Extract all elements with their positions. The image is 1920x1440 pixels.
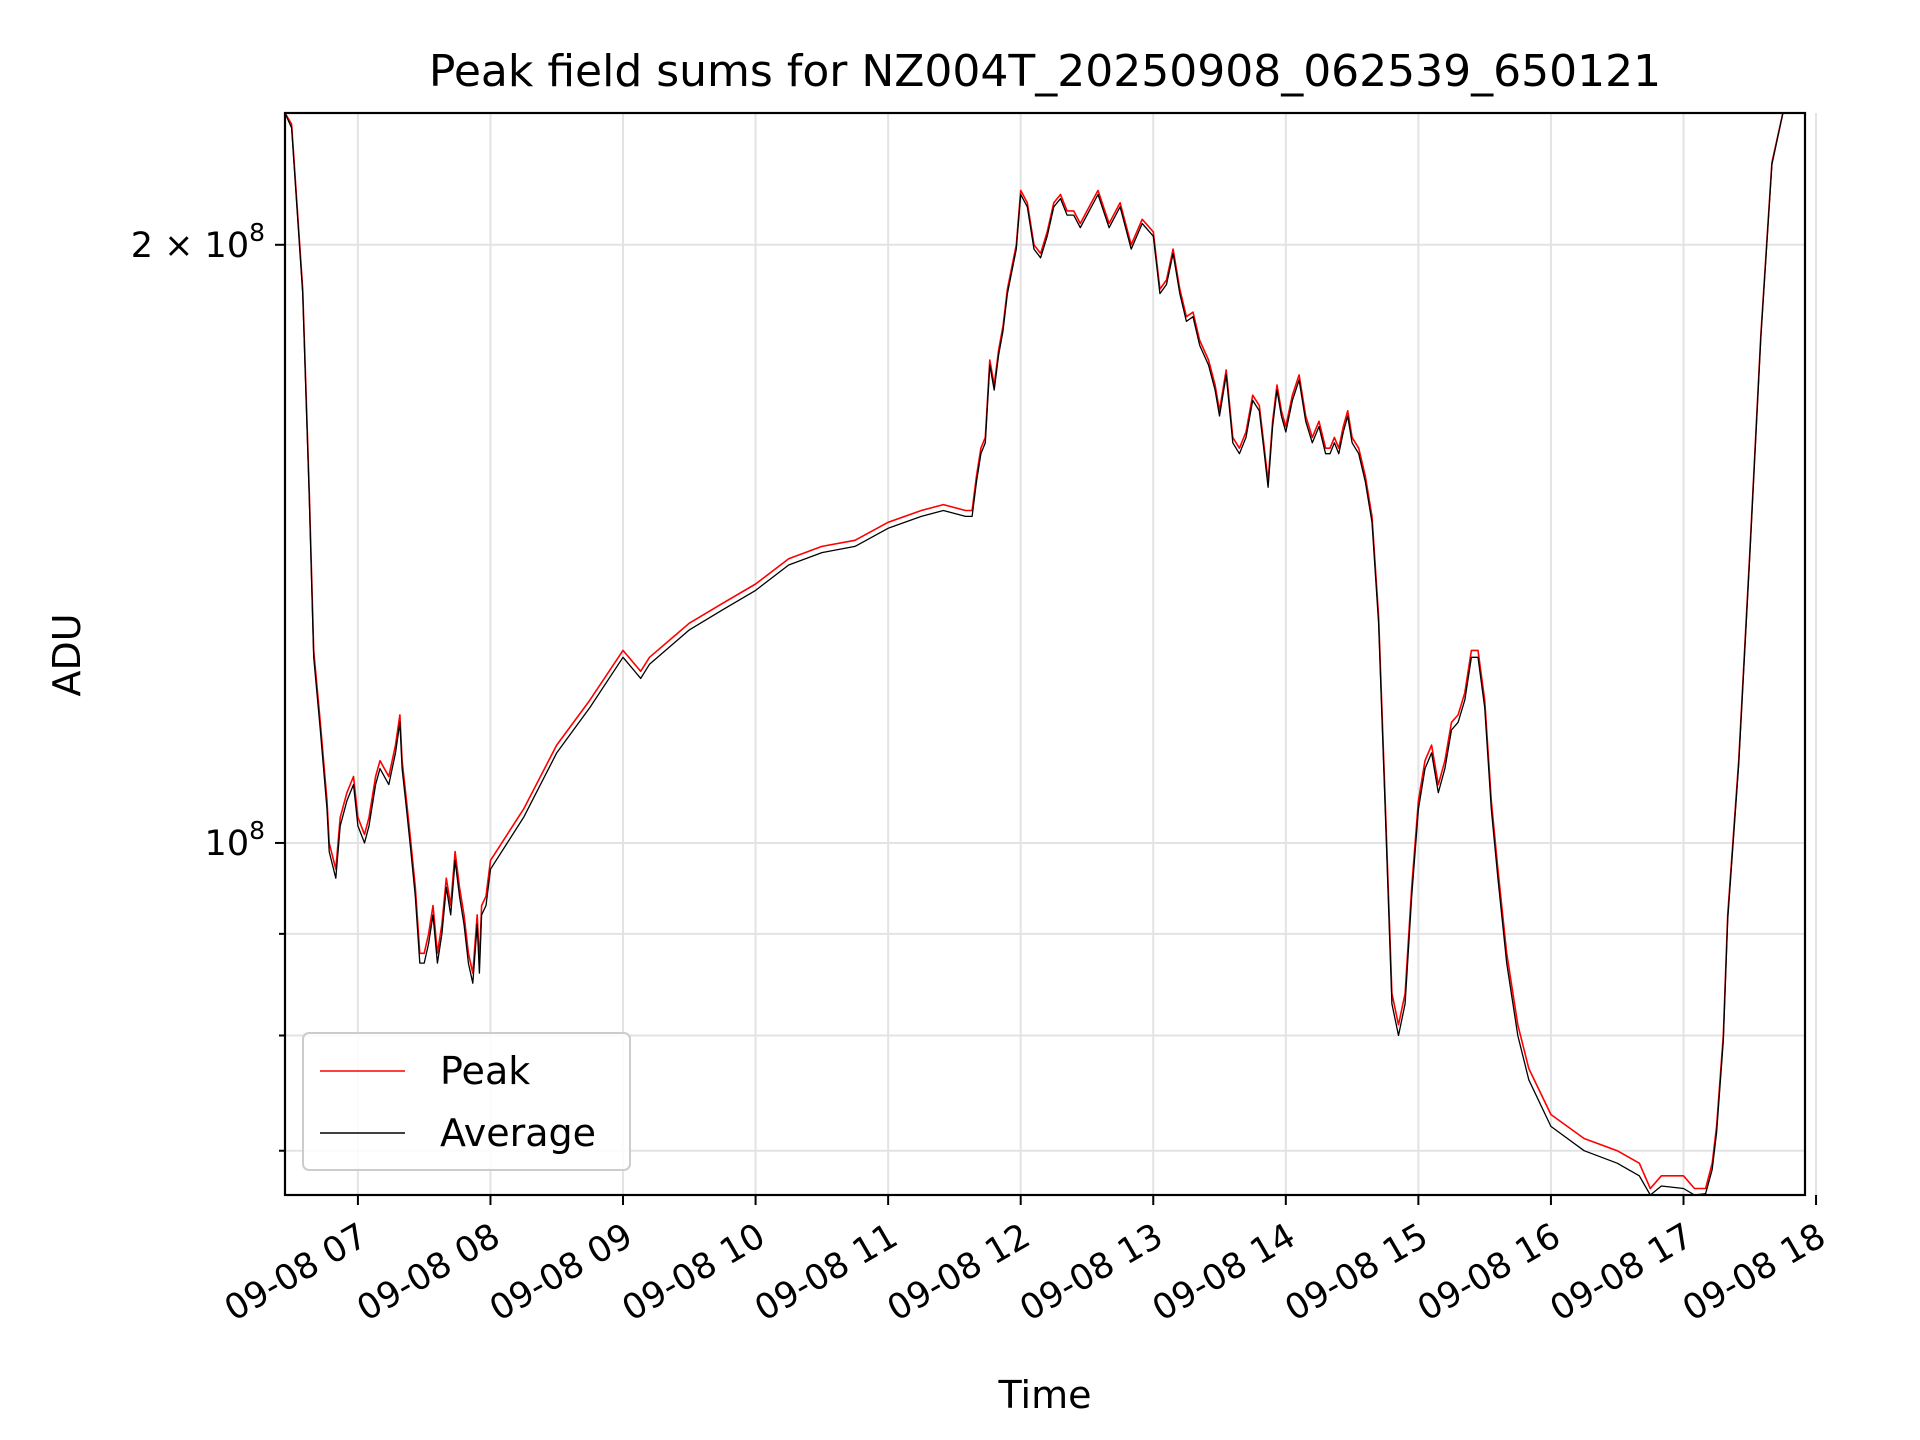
series-line-average [285, 113, 1794, 1195]
legend-label-average: Average [440, 1111, 596, 1155]
y-axis-label: ADU [45, 613, 89, 696]
y-axis: 108 2 × 108 [131, 218, 285, 1152]
plot-frame [283, 111, 1807, 1197]
chart-title: Peak field sums for NZ004T_20250908_0625… [429, 46, 1661, 97]
legend-label-peak: Peak [440, 1049, 530, 1093]
legend: Peak Average [302, 1032, 631, 1171]
y-tick-label: 2 × 108 [131, 218, 265, 266]
plot-area [285, 113, 1794, 1195]
y-tick-label: 108 [205, 816, 265, 864]
x-axis-label: Time [998, 1373, 1092, 1417]
legend-box [302, 1032, 631, 1171]
series-line-peak [285, 113, 1794, 1190]
